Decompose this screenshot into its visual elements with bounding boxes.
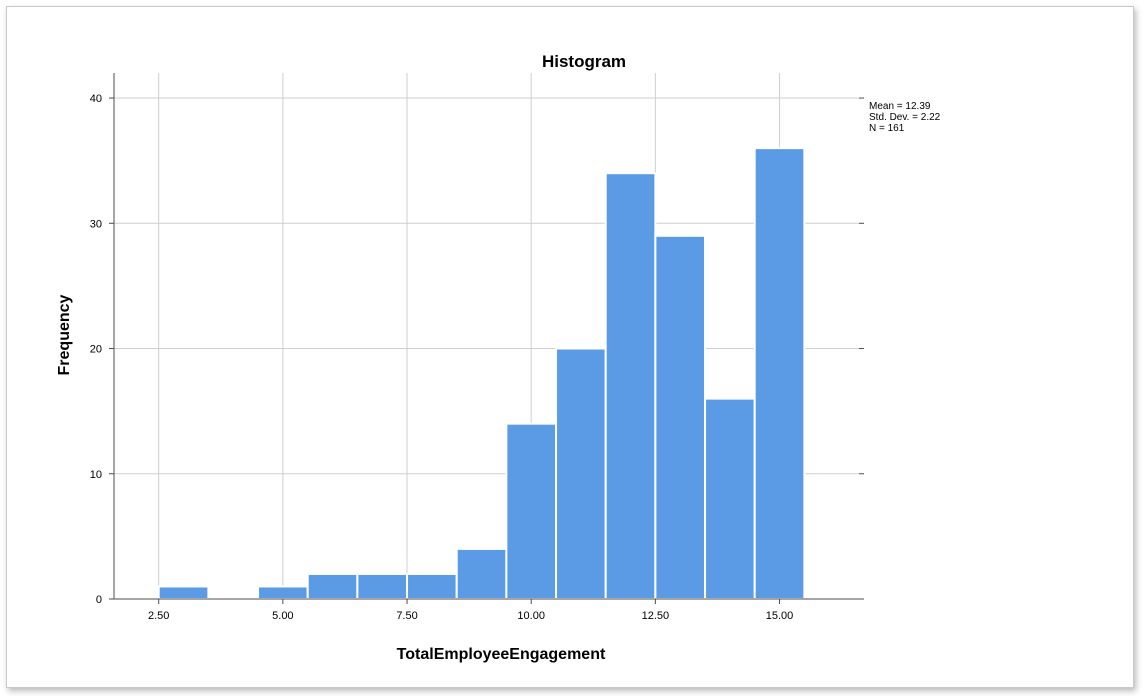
histogram-bar bbox=[257, 585, 309, 601]
histogram-bar bbox=[356, 572, 409, 601]
x-tick-label: 2.50 bbox=[148, 610, 169, 622]
histogram-bar bbox=[704, 397, 756, 600]
histogram-bar bbox=[654, 234, 707, 601]
x-tick-label: 5.00 bbox=[272, 610, 293, 622]
x-tick-label: 7.50 bbox=[396, 610, 417, 622]
y-tick-label: 30 bbox=[90, 218, 102, 230]
y-tick-label: 20 bbox=[90, 344, 102, 356]
histogram-bar bbox=[455, 547, 508, 601]
histogram-bar bbox=[406, 572, 458, 601]
histogram-bar bbox=[555, 347, 607, 600]
histogram-bar bbox=[505, 422, 558, 600]
stats-line: Mean = 12.39 bbox=[869, 101, 931, 112]
stats-line: Std. Dev. = 2.22 bbox=[869, 112, 941, 123]
x-tick-label: 10.00 bbox=[517, 610, 545, 622]
y-tick-label: 0 bbox=[96, 594, 102, 606]
y-tick-label: 40 bbox=[90, 93, 102, 105]
histogram-chart: Histogram Frequency TotalEmployeeEngagem… bbox=[56, 52, 941, 663]
y-axis-label: Frequency bbox=[56, 294, 73, 375]
x-tick-label: 12.50 bbox=[642, 610, 670, 622]
histogram-bar bbox=[753, 147, 806, 600]
x-tick-label: 15.00 bbox=[766, 610, 794, 622]
chart-frame: Histogram Frequency TotalEmployeeEngagem… bbox=[6, 6, 1134, 688]
histogram-bar bbox=[604, 172, 657, 600]
stats-line: N = 161 bbox=[869, 123, 905, 134]
y-tick-label: 10 bbox=[90, 469, 102, 481]
histogram-bars bbox=[157, 147, 806, 601]
axes: 0 10 20 30 40 2.50 5.00 7.50 10.00 12.50 15.00 bbox=[90, 73, 864, 622]
x-axis-label: TotalEmployeeEngagement bbox=[397, 646, 606, 663]
histogram-bar bbox=[157, 585, 210, 601]
chart-title: Histogram bbox=[542, 52, 626, 71]
histogram-bar bbox=[306, 572, 359, 601]
